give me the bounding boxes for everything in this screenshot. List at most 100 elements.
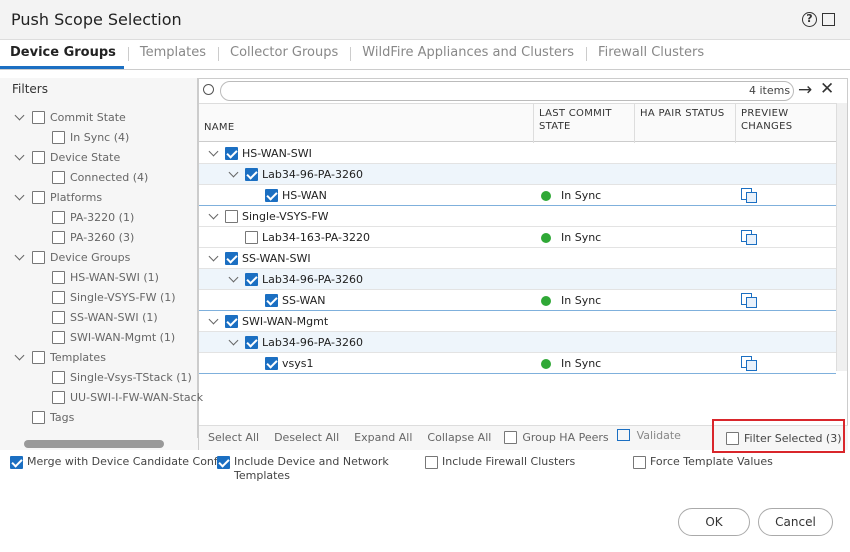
table-row	[199, 227, 836, 248]
option-label[interactable]: Include Firewall Clusters	[442, 455, 576, 468]
commit-state: In Sync	[561, 357, 602, 370]
action-link[interactable]: Deselect All	[274, 431, 340, 444]
tab-separator	[586, 47, 588, 61]
status-dot	[541, 191, 551, 201]
clear-filter-icon[interactable]: ✕	[820, 79, 835, 99]
table-row	[199, 269, 836, 290]
action-link[interactable]: Collapse All	[427, 431, 492, 444]
column-header: HA PAIR STATUS	[640, 108, 725, 119]
row-name: Lab34-96-PA-3260	[262, 336, 363, 349]
row-name: HS-WAN-SWI	[242, 147, 312, 160]
checkbox[interactable]	[225, 210, 238, 223]
commit-state: In Sync	[561, 189, 602, 202]
tab-divider	[0, 69, 850, 70]
filter-item: In Sync (4)	[70, 131, 130, 144]
row-name: Lab34-96-PA-3260	[262, 168, 363, 181]
checkbox[interactable]	[425, 456, 438, 469]
filter-group: Templates	[50, 351, 106, 364]
checkbox[interactable]	[52, 331, 65, 344]
preview-icon[interactable]	[746, 297, 757, 308]
checkbox[interactable]	[504, 431, 518, 444]
filter-group: Tags	[50, 411, 75, 424]
table-row	[199, 353, 836, 374]
button[interactable]	[678, 508, 750, 536]
button[interactable]	[758, 508, 833, 536]
checkbox[interactable]	[217, 456, 230, 469]
filter-item: SS-WAN-SWI (1)	[70, 311, 158, 324]
checkbox[interactable]	[52, 311, 65, 324]
column-header: NAME	[204, 122, 235, 133]
checkbox[interactable]	[32, 251, 45, 264]
dialog-title: Push Scope Selection	[11, 10, 182, 29]
checkbox[interactable]	[265, 294, 278, 307]
row-name: vsys1	[282, 357, 314, 370]
option-label[interactable]: Force Template Values	[650, 455, 773, 468]
preview-icon[interactable]	[746, 234, 757, 245]
checkbox[interactable]	[245, 273, 258, 286]
checkbox[interactable]	[52, 131, 65, 144]
table-row	[199, 290, 836, 311]
checkbox[interactable]	[225, 252, 238, 265]
checkbox[interactable]	[245, 231, 258, 244]
search-box[interactable]	[220, 81, 794, 101]
checkbox[interactable]	[32, 411, 45, 424]
checkbox[interactable]	[726, 432, 739, 445]
checkbox[interactable]	[32, 151, 45, 164]
table-row	[199, 248, 836, 269]
checkbox[interactable]	[633, 456, 646, 469]
row-name: Lab34-163-PA-3220	[262, 231, 370, 244]
tab[interactable]: WildFire Appliances and Clusters	[362, 45, 575, 60]
option-label[interactable]: Include Device and Network Templates	[234, 455, 389, 482]
row-name: SS-WAN	[282, 294, 326, 307]
checkbox[interactable]	[10, 456, 23, 469]
filter-item: PA-3260 (3)	[70, 231, 135, 244]
checkbox[interactable]	[225, 147, 238, 160]
checkbox[interactable]	[245, 336, 258, 349]
button-label[interactable]: Cancel	[775, 515, 816, 529]
filter-item: PA-3220 (1)	[70, 211, 135, 224]
search-icon	[203, 84, 214, 95]
preview-icon[interactable]	[746, 360, 757, 371]
validate-link[interactable]: Validate	[636, 429, 681, 442]
filter-selected[interactable]: Filter Selected (3)	[744, 432, 842, 445]
checkbox[interactable]	[52, 371, 65, 384]
checkbox[interactable]	[52, 231, 65, 244]
active-tab[interactable]: Device Groups	[10, 45, 116, 60]
action-link[interactable]: Select All	[208, 431, 260, 444]
checkbox[interactable]	[32, 111, 45, 124]
checkbox[interactable]	[52, 171, 65, 184]
column-header: PREVIEW CHANGES	[741, 108, 793, 132]
item-count: 4 items	[749, 84, 791, 97]
checkbox[interactable]	[52, 291, 65, 304]
checkbox[interactable]	[52, 391, 65, 404]
horizontal-scrollbar[interactable]	[24, 440, 164, 448]
maximize-icon[interactable]	[822, 13, 835, 26]
button-label[interactable]: OK	[705, 515, 723, 529]
checkbox[interactable]	[32, 191, 45, 204]
preview-icon[interactable]	[746, 192, 757, 203]
filter-item: UU-SWI-I-FW-WAN-Stack	[70, 391, 204, 404]
help-icon[interactable]: ?	[802, 12, 817, 27]
checkbox[interactable]	[265, 357, 278, 370]
status-dot	[541, 296, 551, 306]
checkbox[interactable]	[265, 189, 278, 202]
checkbox[interactable]	[32, 351, 45, 364]
table-row	[199, 332, 836, 353]
checkbox[interactable]	[245, 168, 258, 181]
option-label[interactable]: Merge with Device Candidate Config	[27, 455, 228, 468]
status-dot	[541, 233, 551, 243]
action-link[interactable]: Expand All	[354, 431, 413, 444]
highlight-box	[712, 419, 845, 453]
group-ha-peers[interactable]: Group HA Peers	[522, 431, 609, 444]
checkbox[interactable]	[52, 211, 65, 224]
tab[interactable]: Collector Groups	[230, 45, 339, 60]
row-name: Lab34-96-PA-3260	[262, 273, 363, 286]
table-row	[199, 206, 836, 227]
filter-group: Device State	[50, 151, 121, 164]
tab[interactable]: Templates	[139, 45, 206, 60]
checkbox[interactable]	[225, 315, 238, 328]
tab[interactable]: Firewall Clusters	[598, 45, 705, 60]
checkbox[interactable]	[52, 271, 65, 284]
apply-filter-icon[interactable]: →	[798, 80, 813, 100]
